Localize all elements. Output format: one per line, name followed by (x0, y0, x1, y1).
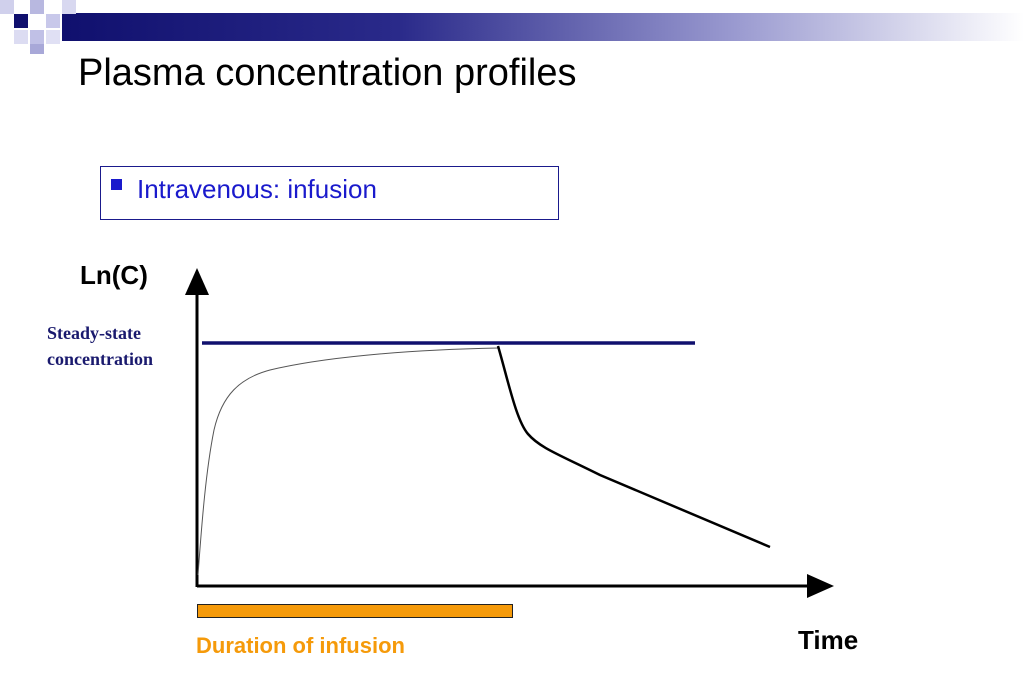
banner-square (46, 14, 60, 28)
steady-state-label-line1: Steady-state (47, 323, 141, 343)
banner-square (0, 0, 14, 14)
bullet-box: Intravenous: infusion (100, 166, 559, 220)
banner-square (62, 0, 76, 14)
slide-title: Plasma concentration profiles (78, 52, 577, 94)
banner-square (30, 44, 44, 54)
banner-square (30, 30, 44, 44)
steady-state-label: Steady-state concentration (47, 320, 197, 372)
y-axis-label: Ln(C) (80, 260, 148, 290)
elimination-curve (496, 345, 771, 549)
x-axis-label: Time (798, 625, 859, 655)
banner-square (14, 30, 28, 44)
infusion-duration-label: Duration of infusion (196, 633, 405, 658)
banner-gradient-bar (62, 13, 1024, 41)
bullet-text: Intravenous: infusion (137, 174, 377, 204)
banner-square (46, 30, 60, 44)
banner-square (30, 0, 44, 14)
steady-state-label-line2: concentration (47, 349, 153, 369)
header-banner (0, 0, 1024, 54)
banner-square (14, 14, 28, 28)
infusion-rise-curve (197, 347, 499, 576)
infusion-duration-bar (197, 604, 513, 618)
bullet-square-icon (111, 179, 122, 190)
